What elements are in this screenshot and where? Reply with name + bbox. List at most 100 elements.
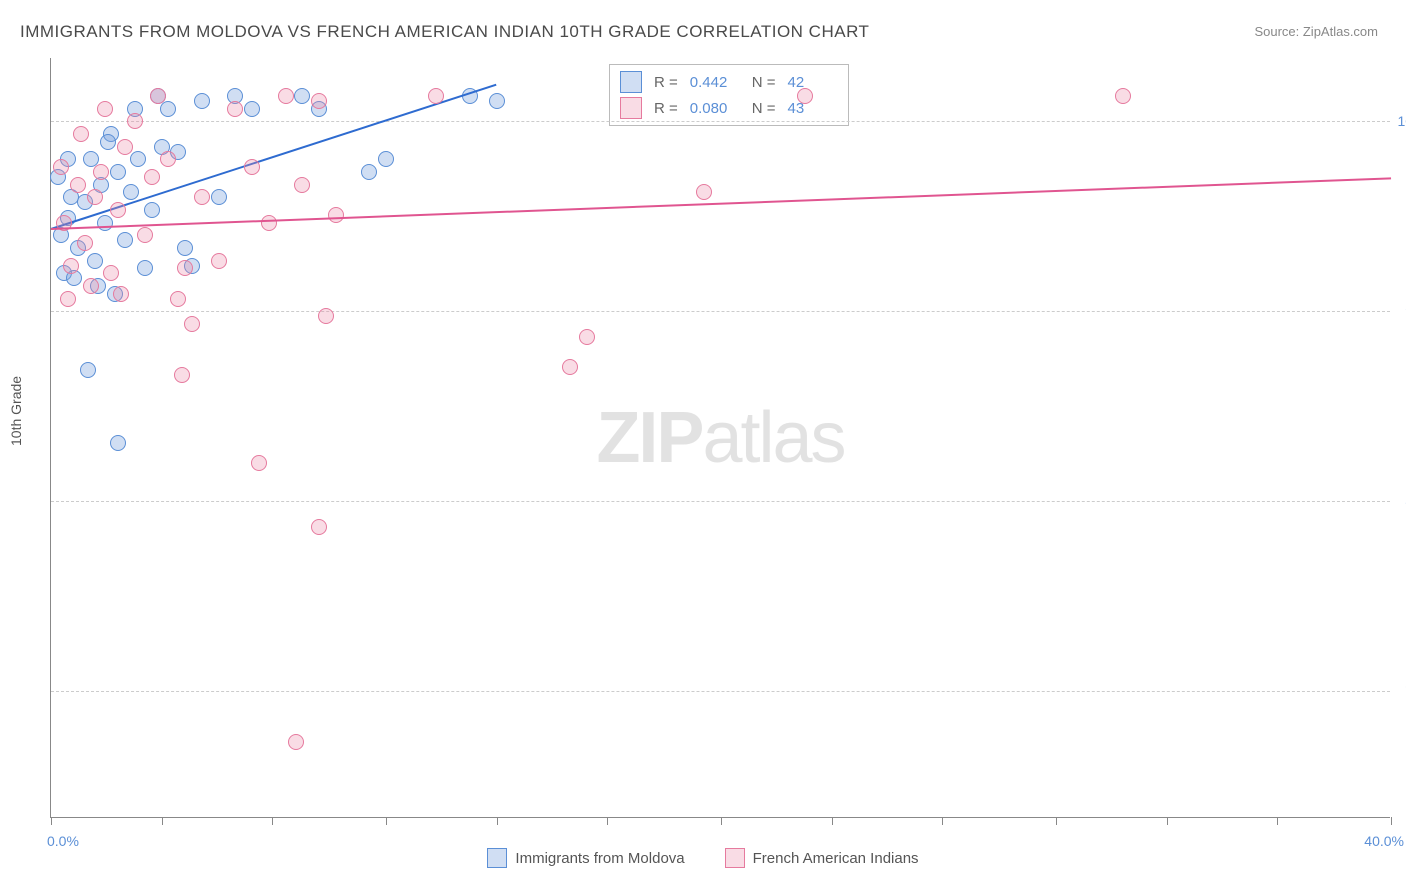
- data-point: [174, 367, 190, 383]
- data-point: [244, 159, 260, 175]
- x-tick: [1167, 817, 1168, 825]
- data-point: [194, 189, 210, 205]
- data-point: [318, 308, 334, 324]
- x-max-label: 40.0%: [1364, 833, 1404, 849]
- data-point: [211, 253, 227, 269]
- plot-area: ZIPatlas R = 0.442 N = 42 R = 0.080 N = …: [50, 58, 1390, 818]
- data-point: [113, 286, 129, 302]
- watermark-zip: ZIP: [596, 398, 702, 478]
- data-point: [117, 232, 133, 248]
- data-point: [144, 202, 160, 218]
- bottom-label-1: Immigrants from Moldova: [515, 850, 684, 867]
- data-point: [696, 184, 712, 200]
- x-tick: [721, 817, 722, 825]
- x-min-label: 0.0%: [47, 833, 79, 849]
- y-tick-label: 92.5%: [1395, 303, 1406, 319]
- gridline: [51, 691, 1390, 692]
- n-label-2: N =: [752, 100, 776, 117]
- gridline: [51, 311, 1390, 312]
- data-point: [160, 151, 176, 167]
- x-tick: [1391, 817, 1392, 825]
- data-point: [184, 316, 200, 332]
- data-point: [244, 101, 260, 117]
- data-point: [489, 93, 505, 109]
- chart-title: IMMIGRANTS FROM MOLDOVA VS FRENCH AMERIC…: [20, 22, 869, 42]
- data-point: [278, 88, 294, 104]
- gridline: [51, 121, 1390, 122]
- source-link[interactable]: ZipAtlas.com: [1303, 24, 1378, 39]
- data-point: [579, 329, 595, 345]
- gridline: [51, 501, 1390, 502]
- n-label-1: N =: [752, 74, 776, 91]
- y-tick-label: 77.5%: [1395, 683, 1406, 699]
- y-tick-label: 100.0%: [1395, 113, 1406, 129]
- data-point: [137, 260, 153, 276]
- data-point: [60, 291, 76, 307]
- n-value-2: 43: [788, 100, 838, 117]
- bottom-legend: Immigrants from Moldova French American …: [0, 848, 1406, 868]
- r-value-1: 0.442: [690, 74, 740, 91]
- data-point: [130, 151, 146, 167]
- data-point: [177, 260, 193, 276]
- data-point: [83, 278, 99, 294]
- x-tick: [497, 817, 498, 825]
- data-point: [103, 265, 119, 281]
- data-point: [144, 169, 160, 185]
- x-tick: [51, 817, 52, 825]
- x-tick: [386, 817, 387, 825]
- bottom-label-2: French American Indians: [753, 850, 919, 867]
- data-point: [70, 177, 86, 193]
- data-point: [117, 139, 133, 155]
- y-axis-title: 10th Grade: [8, 376, 24, 446]
- data-point: [127, 113, 143, 129]
- data-point: [177, 240, 193, 256]
- data-point: [87, 253, 103, 269]
- data-point: [123, 184, 139, 200]
- x-tick: [272, 817, 273, 825]
- data-point: [53, 159, 69, 175]
- data-point: [100, 134, 116, 150]
- data-point: [160, 101, 176, 117]
- x-tick: [942, 817, 943, 825]
- r-value-2: 0.080: [690, 100, 740, 117]
- data-point: [227, 101, 243, 117]
- watermark-atlas: atlas: [702, 398, 844, 478]
- x-tick: [832, 817, 833, 825]
- data-point: [194, 93, 210, 109]
- source-prefix: Source:: [1254, 24, 1302, 39]
- data-point: [170, 291, 186, 307]
- bottom-legend-item-1: Immigrants from Moldova: [487, 848, 684, 868]
- data-point: [110, 164, 126, 180]
- data-point: [294, 177, 310, 193]
- data-point: [73, 126, 89, 142]
- data-point: [87, 189, 103, 205]
- data-point: [562, 359, 578, 375]
- trend-line: [51, 177, 1391, 230]
- data-point: [311, 519, 327, 535]
- data-point: [97, 215, 113, 231]
- bottom-swatch-1: [487, 848, 507, 868]
- x-tick: [607, 817, 608, 825]
- data-point: [361, 164, 377, 180]
- watermark: ZIPatlas: [596, 397, 844, 479]
- data-point: [1115, 88, 1131, 104]
- data-point: [328, 207, 344, 223]
- bottom-legend-item-2: French American Indians: [725, 848, 919, 868]
- data-point: [797, 88, 813, 104]
- source-label: Source: ZipAtlas.com: [1254, 24, 1378, 39]
- data-point: [294, 88, 310, 104]
- x-tick: [1277, 817, 1278, 825]
- data-point: [378, 151, 394, 167]
- data-point: [150, 88, 166, 104]
- r-label-2: R =: [654, 100, 678, 117]
- data-point: [251, 455, 267, 471]
- data-point: [77, 235, 93, 251]
- legend-swatch-2: [620, 97, 642, 119]
- x-tick: [1056, 817, 1057, 825]
- data-point: [110, 202, 126, 218]
- data-point: [97, 101, 113, 117]
- data-point: [110, 435, 126, 451]
- data-point: [211, 189, 227, 205]
- data-point: [428, 88, 444, 104]
- data-point: [288, 734, 304, 750]
